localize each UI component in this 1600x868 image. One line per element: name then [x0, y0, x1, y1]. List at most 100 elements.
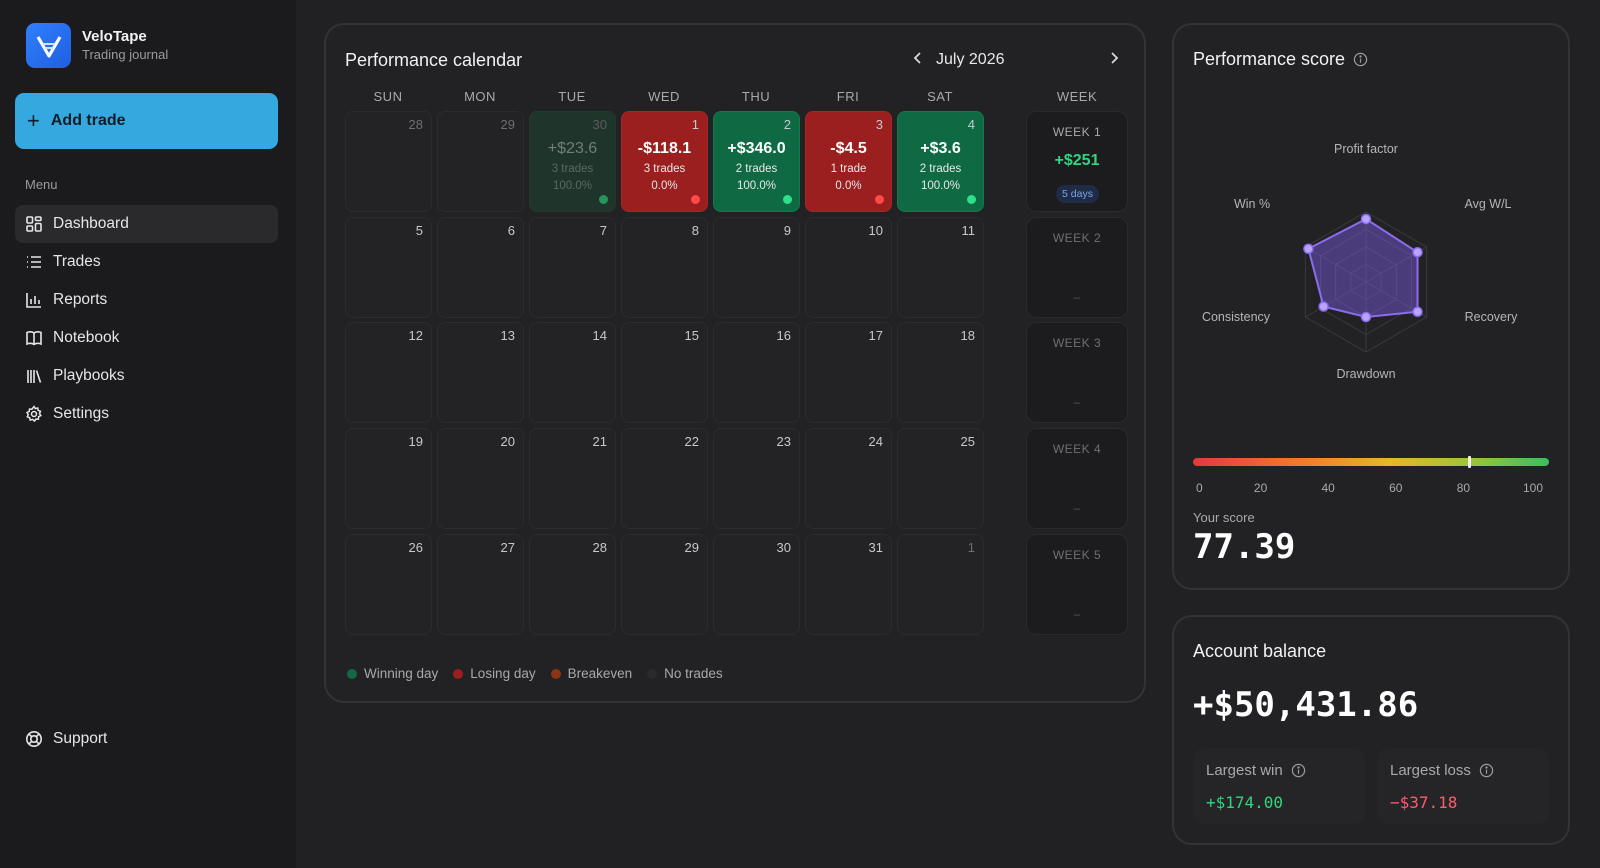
sidebar-item-label: Playbooks [53, 367, 125, 384]
legend-item: No trades [647, 666, 723, 681]
sidebar-item-notebook[interactable]: Notebook [15, 319, 278, 357]
week-summary[interactable]: WEEK 1 +$251 5 days [1026, 111, 1128, 212]
radar-point [1318, 301, 1329, 312]
calendar-day[interactable]: 1 -$118.1 3 trades 0.0% [621, 111, 708, 212]
sidebar-item-dashboard[interactable]: Dashboard [15, 205, 278, 243]
radar-axis-line [1305, 246, 1367, 283]
calendar-day[interactable]: 11 [897, 217, 984, 318]
calendar-day[interactable]: 17 [805, 322, 892, 423]
calendar-day[interactable]: 28 [345, 111, 432, 212]
week-summary[interactable]: WEEK 3 – [1026, 322, 1128, 423]
score-bar-tick: 100 [1522, 481, 1544, 495]
largest-loss-label: Largest loss [1390, 762, 1471, 779]
sidebar-item-trades[interactable]: Trades [15, 243, 278, 281]
calendar-day[interactable]: 10 [805, 217, 892, 318]
calendar-day[interactable]: 29 [437, 111, 524, 212]
calendar-day[interactable]: 18 [897, 322, 984, 423]
week-label: WEEK 2 [1052, 231, 1102, 245]
day-pnl: +$3.6 [920, 140, 961, 157]
sidebar-item-playbooks[interactable]: Playbooks [15, 357, 278, 395]
day-number: 1 [967, 540, 975, 555]
week-empty-dash: – [1073, 395, 1081, 409]
score-marker [1467, 456, 1471, 468]
calendar-day[interactable]: 30 [713, 534, 800, 635]
calendar-day[interactable]: 8 [621, 217, 708, 318]
calendar-day[interactable]: 1 [897, 534, 984, 635]
sidebar-item-settings[interactable]: Settings [15, 395, 278, 433]
calendar-day[interactable]: 22 [621, 428, 708, 529]
calendar-day[interactable]: 29 [621, 534, 708, 635]
calendar-day[interactable]: 28 [529, 534, 616, 635]
calendar-day[interactable]: 6 [437, 217, 524, 318]
day-number: 7 [599, 223, 607, 238]
radar-axis-line [1305, 281, 1367, 318]
calendar-day[interactable]: 31 [805, 534, 892, 635]
calendar-day[interactable]: 9 [713, 217, 800, 318]
chevron-left-icon [913, 52, 921, 64]
prev-month-button[interactable] [912, 49, 924, 72]
info-icon[interactable] [1479, 763, 1494, 778]
score-gradient-bar [1193, 456, 1549, 468]
sidebar-nav: Dashboard Trades Reports Notebook Playbo… [15, 205, 278, 433]
day-win-rate: 100.0% [736, 180, 776, 192]
legend-item: Losing day [453, 666, 536, 681]
calendar-day[interactable]: 19 [345, 428, 432, 529]
calendar-day[interactable]: 20 [437, 428, 524, 529]
calendar-day[interactable]: 2 +$346.0 2 trades 100.0% [713, 111, 800, 212]
calendar-day[interactable]: 25 [897, 428, 984, 529]
brand[interactable]: VeloTape Trading journal [26, 23, 168, 68]
day-trade-count: 2 trades [735, 163, 778, 175]
add-trade-button[interactable]: + Add trade [15, 93, 278, 149]
week-summary[interactable]: WEEK 5 – [1026, 534, 1128, 635]
week-empty-dash: – [1073, 501, 1081, 515]
week-summary[interactable]: WEEK 4 – [1026, 428, 1128, 529]
calendar-day[interactable]: 21 [529, 428, 616, 529]
legend-label: Breakeven [567, 666, 633, 681]
info-icon[interactable] [1353, 52, 1368, 67]
day-number: 26 [408, 540, 423, 555]
calendar-day[interactable]: 27 [437, 534, 524, 635]
score-bar-ticks: 0 20 40 60 80 100 [1193, 481, 1549, 497]
day-pnl: -$118.1 [637, 140, 692, 157]
bar-chart-icon [26, 293, 41, 308]
calendar-day[interactable]: 26 [345, 534, 432, 635]
weekday-header: THU [741, 89, 771, 104]
radar-axis-label: Recovery [1465, 310, 1519, 324]
day-number: 24 [868, 434, 883, 449]
status-dot-icon [691, 195, 700, 204]
legend-item: Winning day [347, 666, 438, 681]
performance-calendar-card: Performance calendar July 2026 SUN MON TUE… [324, 23, 1146, 703]
calendar-day[interactable]: 14 [529, 322, 616, 423]
calendar-day[interactable]: 16 [713, 322, 800, 423]
largest-win-value: +$174.00 [1206, 793, 1284, 812]
performance-radar-chart: Profit factor Avg W/L Recovery Drawdown Cons… [1202, 142, 1519, 381]
calendar-day[interactable]: 12 [345, 322, 432, 423]
calendar-day[interactable]: 15 [621, 322, 708, 423]
sidebar-item-label: Settings [53, 405, 110, 422]
calendar-day[interactable]: 13 [437, 322, 524, 423]
calendar-day[interactable]: 24 [805, 428, 892, 529]
week-days-badge: 5 days [1056, 185, 1099, 203]
calendar-day[interactable]: 7 [529, 217, 616, 318]
calendar-day[interactable]: 23 [713, 428, 800, 529]
calendar-day[interactable]: 4 +$3.6 2 trades 100.0% [897, 111, 984, 212]
radar-axis-label: Avg W/L [1464, 197, 1511, 211]
calendar-day[interactable]: 5 [345, 217, 432, 318]
lifebuoy-icon [26, 731, 42, 747]
day-number: 29 [500, 117, 515, 132]
calendar-day[interactable]: 30 +$23.6 3 trades 100.0% [529, 111, 616, 212]
sidebar-item-reports[interactable]: Reports [15, 281, 278, 319]
brand-subtitle: Trading journal [82, 47, 169, 62]
plus-icon: + [27, 108, 40, 133]
day-trade-count: 2 trades [919, 163, 962, 175]
calendar-day[interactable]: 3 -$4.5 1 trade 0.0% [805, 111, 892, 212]
weekday-header: MON [464, 89, 496, 104]
next-month-button[interactable] [1108, 49, 1120, 72]
support-link[interactable]: Support [25, 730, 107, 748]
radar-point [1360, 213, 1372, 225]
calendar-title: Performance calendar [345, 50, 523, 70]
week-summary[interactable]: WEEK 2 – [1026, 217, 1128, 318]
legend-swatch [347, 668, 357, 679]
info-icon[interactable] [1291, 763, 1306, 778]
day-number: 8 [691, 223, 699, 238]
